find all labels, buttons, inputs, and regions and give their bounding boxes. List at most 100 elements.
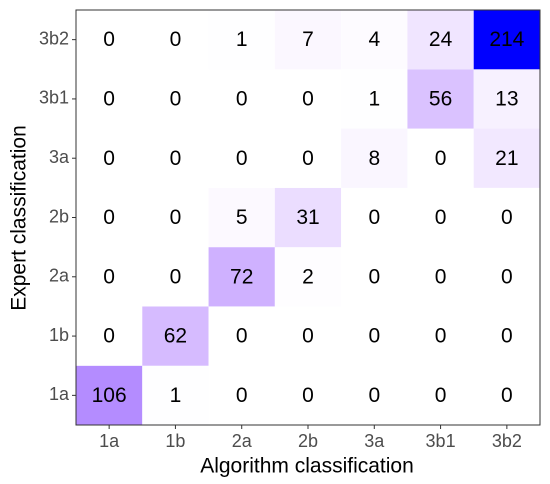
- heatmap-cell: [274, 306, 342, 366]
- heatmap-cell: [76, 187, 143, 248]
- cell-label: 0: [435, 384, 447, 407]
- heatmap-cell: [407, 10, 474, 70]
- heatmap-cell: [142, 365, 209, 425]
- heatmap-cell: [76, 306, 143, 366]
- cell-label: 0: [170, 147, 182, 170]
- heatmap-cell: [274, 128, 342, 188]
- heatmap-cell: [142, 187, 209, 248]
- heatmap-cell: [341, 365, 408, 425]
- heatmap-cell: [142, 306, 209, 366]
- cell-label: 0: [170, 28, 182, 51]
- x-tick-label: 1a: [99, 431, 120, 451]
- cell-label: 0: [302, 384, 314, 407]
- x-tick-label: 3a: [364, 431, 385, 451]
- heatmap-cell: [473, 247, 540, 307]
- heatmap-cell: [407, 69, 474, 129]
- heatmap-cell: [142, 247, 209, 307]
- cell-label: 1: [368, 87, 380, 110]
- cell-label: 0: [103, 325, 115, 348]
- heatmap-cell: [208, 187, 275, 248]
- cell-label: 0: [435, 147, 447, 170]
- cell-label: 0: [501, 325, 513, 348]
- cell-label: 0: [501, 206, 513, 229]
- cell-label: 62: [164, 325, 187, 348]
- cell-label: 0: [435, 325, 447, 348]
- cell-label: 8: [368, 147, 380, 170]
- x-tick-label: 2a: [232, 431, 253, 451]
- cell-label: 72: [230, 265, 253, 288]
- x-tick-label: 3b2: [492, 431, 522, 451]
- heatmap-cell: [341, 306, 408, 366]
- heatmap-cell: [407, 187, 474, 248]
- heatmap-cell: [473, 128, 540, 188]
- y-tick-label: 1b: [49, 325, 69, 345]
- y-tick-label: 1a: [49, 384, 70, 404]
- heatmap-cell: [274, 69, 342, 129]
- heatmap-cell: [76, 69, 143, 129]
- heatmap-cell: [208, 306, 275, 366]
- cell-label: 7: [302, 28, 314, 51]
- cell-label: 1: [236, 28, 248, 51]
- x-tick-label: 2b: [298, 431, 318, 451]
- heatmap-cell: [341, 128, 408, 188]
- heatmap-cell: [142, 128, 209, 188]
- heatmap-cell: [142, 69, 209, 129]
- cell-label: 0: [368, 384, 380, 407]
- cell-label: 0: [103, 265, 115, 288]
- x-tick-label: 1b: [165, 431, 185, 451]
- cell-label: 5: [236, 206, 248, 229]
- y-tick-label: 2b: [49, 206, 69, 226]
- cell-label: 24: [429, 28, 453, 51]
- cell-label: 0: [170, 206, 182, 229]
- heatmap-cell: [407, 365, 474, 425]
- y-axis-title: Expert classification: [8, 125, 31, 311]
- heatmap-cell: [208, 247, 275, 307]
- cell-label: 31: [296, 206, 319, 229]
- heatmap-cell: [341, 187, 408, 248]
- cell-label: 13: [495, 87, 518, 110]
- cell-label: 0: [236, 147, 248, 170]
- cell-label: 0: [302, 147, 314, 170]
- cell-label: 0: [170, 265, 182, 288]
- heatmap-cell: [274, 187, 342, 248]
- heatmap-cell: [341, 247, 408, 307]
- cell-label: 214: [489, 28, 524, 51]
- cell-label: 0: [236, 87, 248, 110]
- heatmap-cell: [76, 10, 143, 70]
- cell-label: 0: [435, 206, 447, 229]
- heatmap-cell: [473, 365, 540, 425]
- cell-label: 4: [368, 28, 380, 51]
- heatmap-cell: [407, 306, 474, 366]
- heatmap-cell: [407, 128, 474, 188]
- cell-label: 0: [103, 206, 115, 229]
- heatmap-cell: [76, 247, 143, 307]
- cell-label: 0: [368, 265, 380, 288]
- cell-label: 0: [302, 87, 314, 110]
- cell-label: 21: [495, 147, 518, 170]
- cell-label: 0: [501, 265, 513, 288]
- heatmap-cell: [208, 128, 275, 188]
- cell-label: 0: [368, 206, 380, 229]
- heatmap-cell: [473, 187, 540, 248]
- heatmap-cell: [473, 306, 540, 366]
- cell-label: 0: [501, 384, 513, 407]
- y-tick-label: 3b2: [39, 28, 69, 48]
- heatmap-cell: [407, 247, 474, 307]
- cell-label: 0: [368, 325, 380, 348]
- heatmap-cell: [274, 247, 342, 307]
- cell-label: 56: [429, 87, 452, 110]
- y-tick-label: 3b1: [39, 88, 69, 108]
- heatmap-cell: [274, 365, 342, 425]
- heatmap-cell: [341, 69, 408, 129]
- heatmap-cell: [208, 69, 275, 129]
- heatmap-cell: [142, 10, 209, 70]
- heatmap-cell: [341, 10, 408, 70]
- cell-label: 0: [236, 325, 248, 348]
- cell-label: 0: [435, 265, 447, 288]
- x-axis-title: Algorithm classification: [200, 455, 414, 478]
- heatmap-cell: [208, 10, 275, 70]
- cell-label: 0: [103, 28, 115, 51]
- cell-label: 0: [103, 147, 115, 170]
- cell-label: 106: [92, 384, 127, 407]
